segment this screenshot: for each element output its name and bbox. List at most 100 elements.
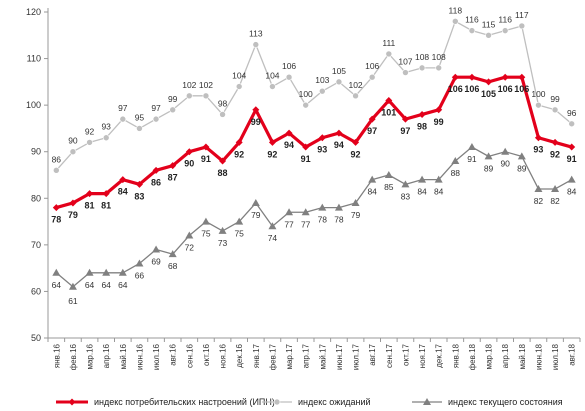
series-point-ipn: [285, 129, 293, 137]
data-label-ipn: 88: [218, 168, 228, 178]
series-point-current: [68, 282, 77, 290]
data-label-expectations: 96: [567, 108, 577, 118]
series-point-ipn: [119, 176, 127, 184]
data-label-expectations: 92: [85, 126, 95, 136]
data-label-ipn: 83: [134, 191, 144, 201]
data-label-current: 89: [484, 163, 494, 173]
data-label-expectations: 99: [550, 94, 560, 104]
series-point-current: [551, 184, 560, 192]
y-tick-label: 70: [31, 240, 41, 250]
data-label-current: 75: [201, 229, 211, 239]
series-point-current: [235, 217, 244, 225]
series-point-ipn: [518, 73, 526, 81]
data-label-ipn: 101: [381, 107, 396, 117]
data-label-current: 64: [118, 280, 128, 290]
series-point-current: [102, 268, 111, 276]
series-point-expectations: [335, 78, 343, 86]
data-label-current: 73: [218, 238, 228, 248]
data-label-current: 66: [135, 270, 145, 280]
x-tick-label: июн.17: [335, 343, 344, 370]
series-point-current: [218, 226, 227, 234]
series-point-current: [484, 152, 493, 160]
x-tick-label: апр.17: [302, 343, 311, 368]
x-tick-label: дек.17: [435, 343, 444, 367]
data-label-ipn: 93: [533, 145, 543, 155]
series-point-current: [517, 152, 526, 160]
series-point-current: [168, 250, 177, 258]
data-label-expectations: 116: [465, 15, 479, 25]
data-label-ipn: 84: [118, 187, 128, 197]
data-label-expectations: 98: [218, 98, 228, 108]
series-point-current: [118, 268, 127, 276]
x-tick-label: янв.16: [52, 343, 61, 368]
data-label-current: 79: [251, 210, 261, 220]
series-point-current: [285, 208, 294, 216]
data-label-current: 88: [451, 168, 461, 178]
data-label-current: 78: [334, 215, 344, 225]
data-label-expectations: 115: [482, 19, 496, 29]
data-label-current: 89: [517, 163, 527, 173]
data-label-ipn: 93: [317, 145, 327, 155]
data-label-ipn: 91: [567, 154, 577, 164]
data-label-ipn: 98: [417, 121, 427, 131]
x-tick-label: фев.18: [468, 343, 477, 370]
data-label-current: 84: [567, 187, 577, 197]
data-label-expectations: 93: [101, 122, 111, 132]
data-label-current: 91: [467, 154, 477, 164]
x-tick-label: авг.18: [568, 343, 577, 365]
series-point-expectations: [535, 101, 542, 109]
data-label-ipn: 106: [464, 84, 479, 94]
series-point-expectations: [252, 41, 260, 48]
data-label-expectations: 105: [332, 66, 346, 76]
series-point-expectations: [169, 106, 176, 114]
series-point-current: [368, 175, 377, 183]
series-point-expectations: [385, 50, 393, 58]
series-point-expectations: [186, 92, 193, 100]
data-labels: 64 61 64 64 64 66 69 68 72 75 73 75 79 74 77 77 78 78 79 84…: [51, 5, 576, 305]
series-point-expectations: [235, 83, 243, 90]
data-label-ipn: 99: [434, 117, 444, 127]
series-point-current: [318, 203, 327, 211]
series-point-ipn: [551, 138, 559, 146]
series-point-expectations: [152, 115, 160, 123]
data-label-ipn: 86: [151, 177, 161, 187]
legend-label: индекс потребительских настроений (ИПН): [94, 397, 275, 407]
data-label-expectations: 104: [232, 71, 246, 81]
series-point-current: [351, 198, 360, 206]
series-point-ipn: [451, 73, 459, 81]
series-point-expectations: [202, 92, 210, 100]
data-label-expectations: 111: [382, 38, 395, 48]
x-tick-label: май.17: [318, 343, 327, 369]
series-point-expectations: [86, 139, 93, 146]
data-label-expectations: 113: [249, 29, 263, 39]
series-point-ipn: [268, 138, 276, 146]
data-label-expectations: 108: [432, 52, 446, 62]
data-label-expectations: 95: [135, 112, 145, 122]
series-point-expectations: [119, 115, 127, 123]
data-label-current: 77: [284, 219, 294, 229]
legend: индекс потребительских настроений (ИПН) и…: [56, 397, 563, 407]
series-point-current: [251, 198, 260, 206]
data-label-ipn: 91: [201, 154, 211, 164]
legend-marker: [273, 398, 281, 406]
data-label-ipn: 97: [400, 126, 410, 136]
series-point-expectations: [568, 120, 575, 128]
data-label-current: 64: [52, 280, 62, 290]
series-point-ipn: [352, 138, 360, 146]
data-label-current: 85: [384, 182, 394, 192]
x-tick-label: мар.16: [86, 343, 95, 369]
x-tick-label: дек.16: [235, 343, 244, 367]
data-label-ipn: 106: [514, 84, 529, 94]
y-tick-label: 60: [31, 286, 41, 296]
series-point-expectations: [468, 27, 476, 34]
x-tick-label: окт.16: [202, 343, 211, 365]
series-point-current: [334, 203, 343, 211]
series-point-current: [501, 147, 510, 155]
data-label-current: 82: [534, 196, 544, 206]
series-point-ipn: [169, 162, 177, 170]
x-tick-label: сен.17: [385, 343, 394, 368]
series-point-ipn: [418, 110, 426, 118]
data-label-ipn: 90: [184, 159, 194, 169]
series-point-expectations: [368, 73, 376, 81]
x-tick-label: ноя.17: [418, 343, 427, 368]
